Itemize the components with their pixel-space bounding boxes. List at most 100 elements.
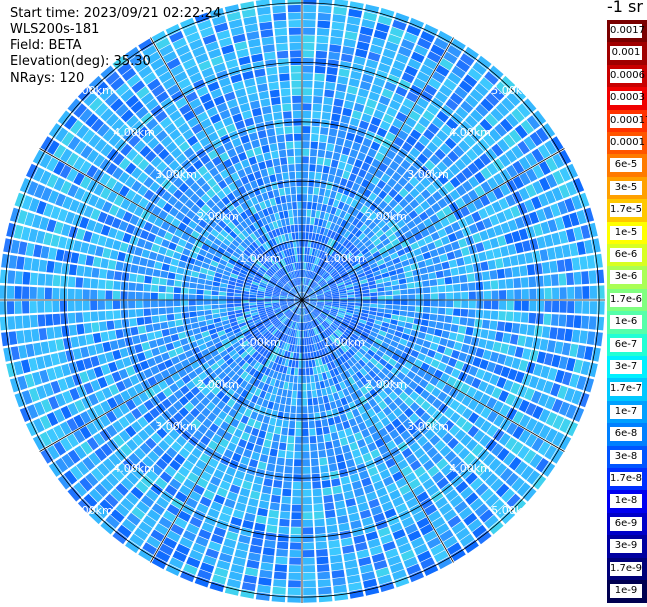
gate-cell bbox=[298, 330, 301, 338]
gate-cell bbox=[270, 316, 278, 322]
gate-cell bbox=[433, 369, 444, 379]
gate-cell bbox=[268, 231, 274, 239]
gate-cell bbox=[257, 355, 265, 364]
gate-cell bbox=[422, 287, 431, 294]
gate-cell bbox=[280, 88, 291, 97]
gate-cell bbox=[94, 81, 109, 96]
gate-cell bbox=[456, 333, 465, 343]
gate-cell bbox=[428, 272, 437, 280]
gate-cell bbox=[183, 147, 195, 158]
gate-cell bbox=[241, 327, 250, 334]
gate-cell bbox=[437, 556, 453, 570]
gate-cell bbox=[134, 140, 146, 153]
gate-cell bbox=[331, 271, 339, 278]
gate-cell bbox=[311, 328, 316, 336]
gate-cell bbox=[423, 57, 438, 70]
gate-cell bbox=[204, 125, 216, 136]
gate-cell bbox=[467, 318, 475, 327]
gate-cell bbox=[541, 123, 556, 138]
gate-cell bbox=[278, 280, 285, 286]
gate-cell bbox=[576, 241, 586, 255]
gate-cell bbox=[295, 300, 302, 303]
gate-cell bbox=[460, 206, 471, 217]
gate-cell bbox=[226, 388, 235, 398]
gate-cell bbox=[160, 490, 174, 503]
gate-cell bbox=[260, 422, 269, 432]
gate-cell bbox=[21, 226, 31, 241]
gate-cell bbox=[416, 97, 429, 109]
gate-cell bbox=[388, 125, 400, 136]
gate-cell bbox=[355, 389, 364, 398]
gate-cell bbox=[292, 383, 298, 391]
gate-cell bbox=[87, 244, 97, 255]
gate-cell bbox=[465, 326, 474, 336]
gate-cell bbox=[371, 552, 386, 563]
gate-cell bbox=[117, 338, 126, 349]
gate-cell bbox=[227, 288, 235, 293]
gate-cell bbox=[369, 307, 377, 312]
gate-cell bbox=[155, 477, 168, 490]
gate-cell bbox=[403, 265, 412, 273]
gate-cell bbox=[7, 316, 16, 330]
gate-cell bbox=[219, 304, 227, 309]
gate-cell bbox=[250, 307, 258, 311]
gate-cell bbox=[290, 225, 295, 233]
gate-cell bbox=[458, 352, 468, 362]
gate-cell bbox=[261, 554, 274, 564]
gate-cell bbox=[40, 341, 50, 354]
gate-cell bbox=[154, 261, 163, 270]
gate-cell bbox=[306, 322, 310, 330]
gate-cell bbox=[347, 294, 355, 298]
gate-cell bbox=[343, 278, 352, 284]
gate-cell bbox=[139, 229, 150, 240]
gate-cell bbox=[404, 523, 418, 535]
gate-cell bbox=[273, 12, 287, 21]
gate-cell bbox=[337, 284, 345, 289]
gate-cell bbox=[381, 88, 394, 99]
gate-cell bbox=[159, 471, 172, 484]
gate-cell bbox=[363, 578, 378, 589]
gate-cell bbox=[306, 278, 309, 286]
gate-cell bbox=[223, 538, 237, 549]
gate-cell bbox=[213, 95, 226, 106]
gate-cell bbox=[349, 589, 364, 599]
gate-cell bbox=[289, 375, 294, 383]
gate-cell bbox=[93, 404, 105, 417]
gate-cell bbox=[86, 422, 98, 436]
gate-cell bbox=[46, 260, 55, 273]
gate-cell bbox=[464, 539, 479, 554]
gate-cell bbox=[287, 436, 295, 444]
gate-cell bbox=[336, 315, 344, 321]
gate-cell bbox=[243, 311, 251, 316]
gate-cell bbox=[254, 239, 262, 247]
gate-cell bbox=[455, 197, 466, 209]
gate-cell bbox=[193, 159, 204, 170]
gate-cell bbox=[525, 152, 538, 167]
gate-cell bbox=[216, 462, 228, 473]
gate-cell bbox=[304, 322, 307, 330]
gate-cell bbox=[232, 556, 246, 567]
gate-cell bbox=[449, 456, 462, 468]
gate-cell bbox=[279, 81, 290, 89]
gate-cell bbox=[399, 254, 408, 262]
gate-cell bbox=[431, 135, 444, 148]
gate-cell bbox=[330, 286, 338, 291]
gate-cell bbox=[191, 171, 202, 182]
gate-cell bbox=[223, 251, 232, 258]
gate-cell bbox=[351, 527, 364, 537]
range-label: 1.00km bbox=[239, 252, 281, 265]
gate-cell bbox=[320, 282, 328, 288]
gate-cell bbox=[216, 358, 225, 367]
gate-cell bbox=[304, 307, 308, 315]
gate-cell bbox=[59, 421, 72, 436]
gate-cell bbox=[426, 51, 441, 63]
gate-cell bbox=[347, 156, 356, 166]
gate-cell bbox=[319, 188, 326, 196]
gate-cell bbox=[296, 262, 299, 270]
gate-cell bbox=[309, 293, 316, 297]
gate-cell bbox=[316, 350, 321, 359]
gate-cell bbox=[171, 235, 180, 244]
gate-cell bbox=[472, 232, 482, 243]
gate-cell bbox=[376, 127, 388, 138]
gate-cell bbox=[201, 182, 211, 193]
